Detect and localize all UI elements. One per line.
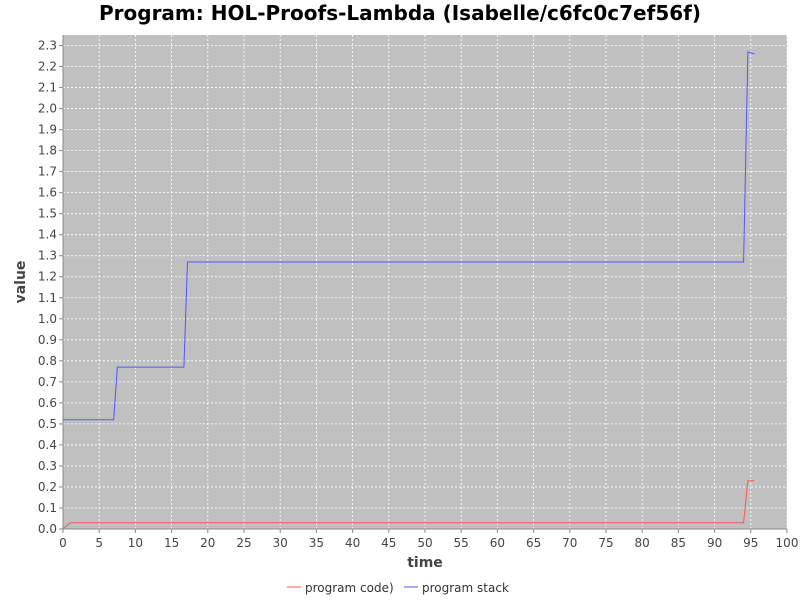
y-tick-label: 0.8 <box>38 354 57 368</box>
x-tick-label: 75 <box>598 536 613 550</box>
x-tick-label: 20 <box>200 536 215 550</box>
series-lines <box>62 51 755 530</box>
y-tick-label: 2.2 <box>38 60 57 74</box>
y-tick-label: 0.5 <box>38 417 57 431</box>
x-tick-label: 30 <box>273 536 288 550</box>
x-tick-label: 35 <box>309 536 324 550</box>
y-tick-label: 2.0 <box>38 102 57 116</box>
x-tick-label: 85 <box>671 536 686 550</box>
x-tick-label: 65 <box>526 536 541 550</box>
y-tick-label: 1.6 <box>38 186 57 200</box>
x-tick-label: 90 <box>707 536 722 550</box>
y-tick-label: 1.5 <box>38 207 57 221</box>
legend-label: program code) <box>305 581 394 595</box>
legend: program code) program stack <box>287 581 509 595</box>
legend-label: program stack <box>422 581 509 595</box>
y-tick-label: 0.2 <box>38 480 57 494</box>
y-tick-label: 0.3 <box>38 459 57 473</box>
x-tick-label: 100 <box>776 536 799 550</box>
x-tick-label: 10 <box>128 536 143 550</box>
y-tick-label: 1.9 <box>38 123 57 137</box>
y-tick-label: 1.8 <box>38 144 57 158</box>
axes: 0 5 10 15 20 25 30 35 40 45 50 55 60 65 70 75 80 85 90 95 10… <box>38 35 799 550</box>
y-tick-label: 1.1 <box>38 291 57 305</box>
y-tick-label: 0.4 <box>38 438 57 452</box>
x-tick-label: 55 <box>454 536 469 550</box>
series-line-0 <box>62 480 755 530</box>
x-tick-label: 45 <box>381 536 396 550</box>
x-tick-label: 50 <box>417 536 432 550</box>
y-tick-label: 0.1 <box>38 501 57 515</box>
y-tick-label: 1.2 <box>38 270 57 284</box>
y-tick-label: 1.4 <box>38 228 57 242</box>
y-tick-label: 2.1 <box>38 81 57 95</box>
x-tick-label: 95 <box>743 536 758 550</box>
plot-area <box>63 35 787 529</box>
y-tick-label: 0.9 <box>38 333 57 347</box>
series-line-1 <box>63 51 755 421</box>
x-tick-label: 0 <box>59 536 67 550</box>
chart-title: Program: HOL-Proofs-Lambda (Isabelle/c6f… <box>99 1 701 25</box>
y-tick-label: 1.0 <box>38 312 57 326</box>
y-tick-label: 0.7 <box>38 375 57 389</box>
y-axis-label: value <box>13 261 29 304</box>
x-tick-label: 70 <box>562 536 577 550</box>
x-tick-label: 15 <box>164 536 179 550</box>
y-tick-label: 0.6 <box>38 396 57 410</box>
y-tick-label: 2.3 <box>38 39 57 53</box>
x-axis-label: time <box>407 555 443 571</box>
x-tick-label: 25 <box>236 536 251 550</box>
x-tick-label: 60 <box>490 536 505 550</box>
x-tick-label: 5 <box>95 536 103 550</box>
y-tick-label: 0.0 <box>38 522 57 536</box>
x-tick-label: 80 <box>635 536 650 550</box>
x-tick-label: 40 <box>345 536 360 550</box>
y-tick-label: 1.7 <box>38 165 57 179</box>
y-tick-label: 1.3 <box>38 249 57 263</box>
